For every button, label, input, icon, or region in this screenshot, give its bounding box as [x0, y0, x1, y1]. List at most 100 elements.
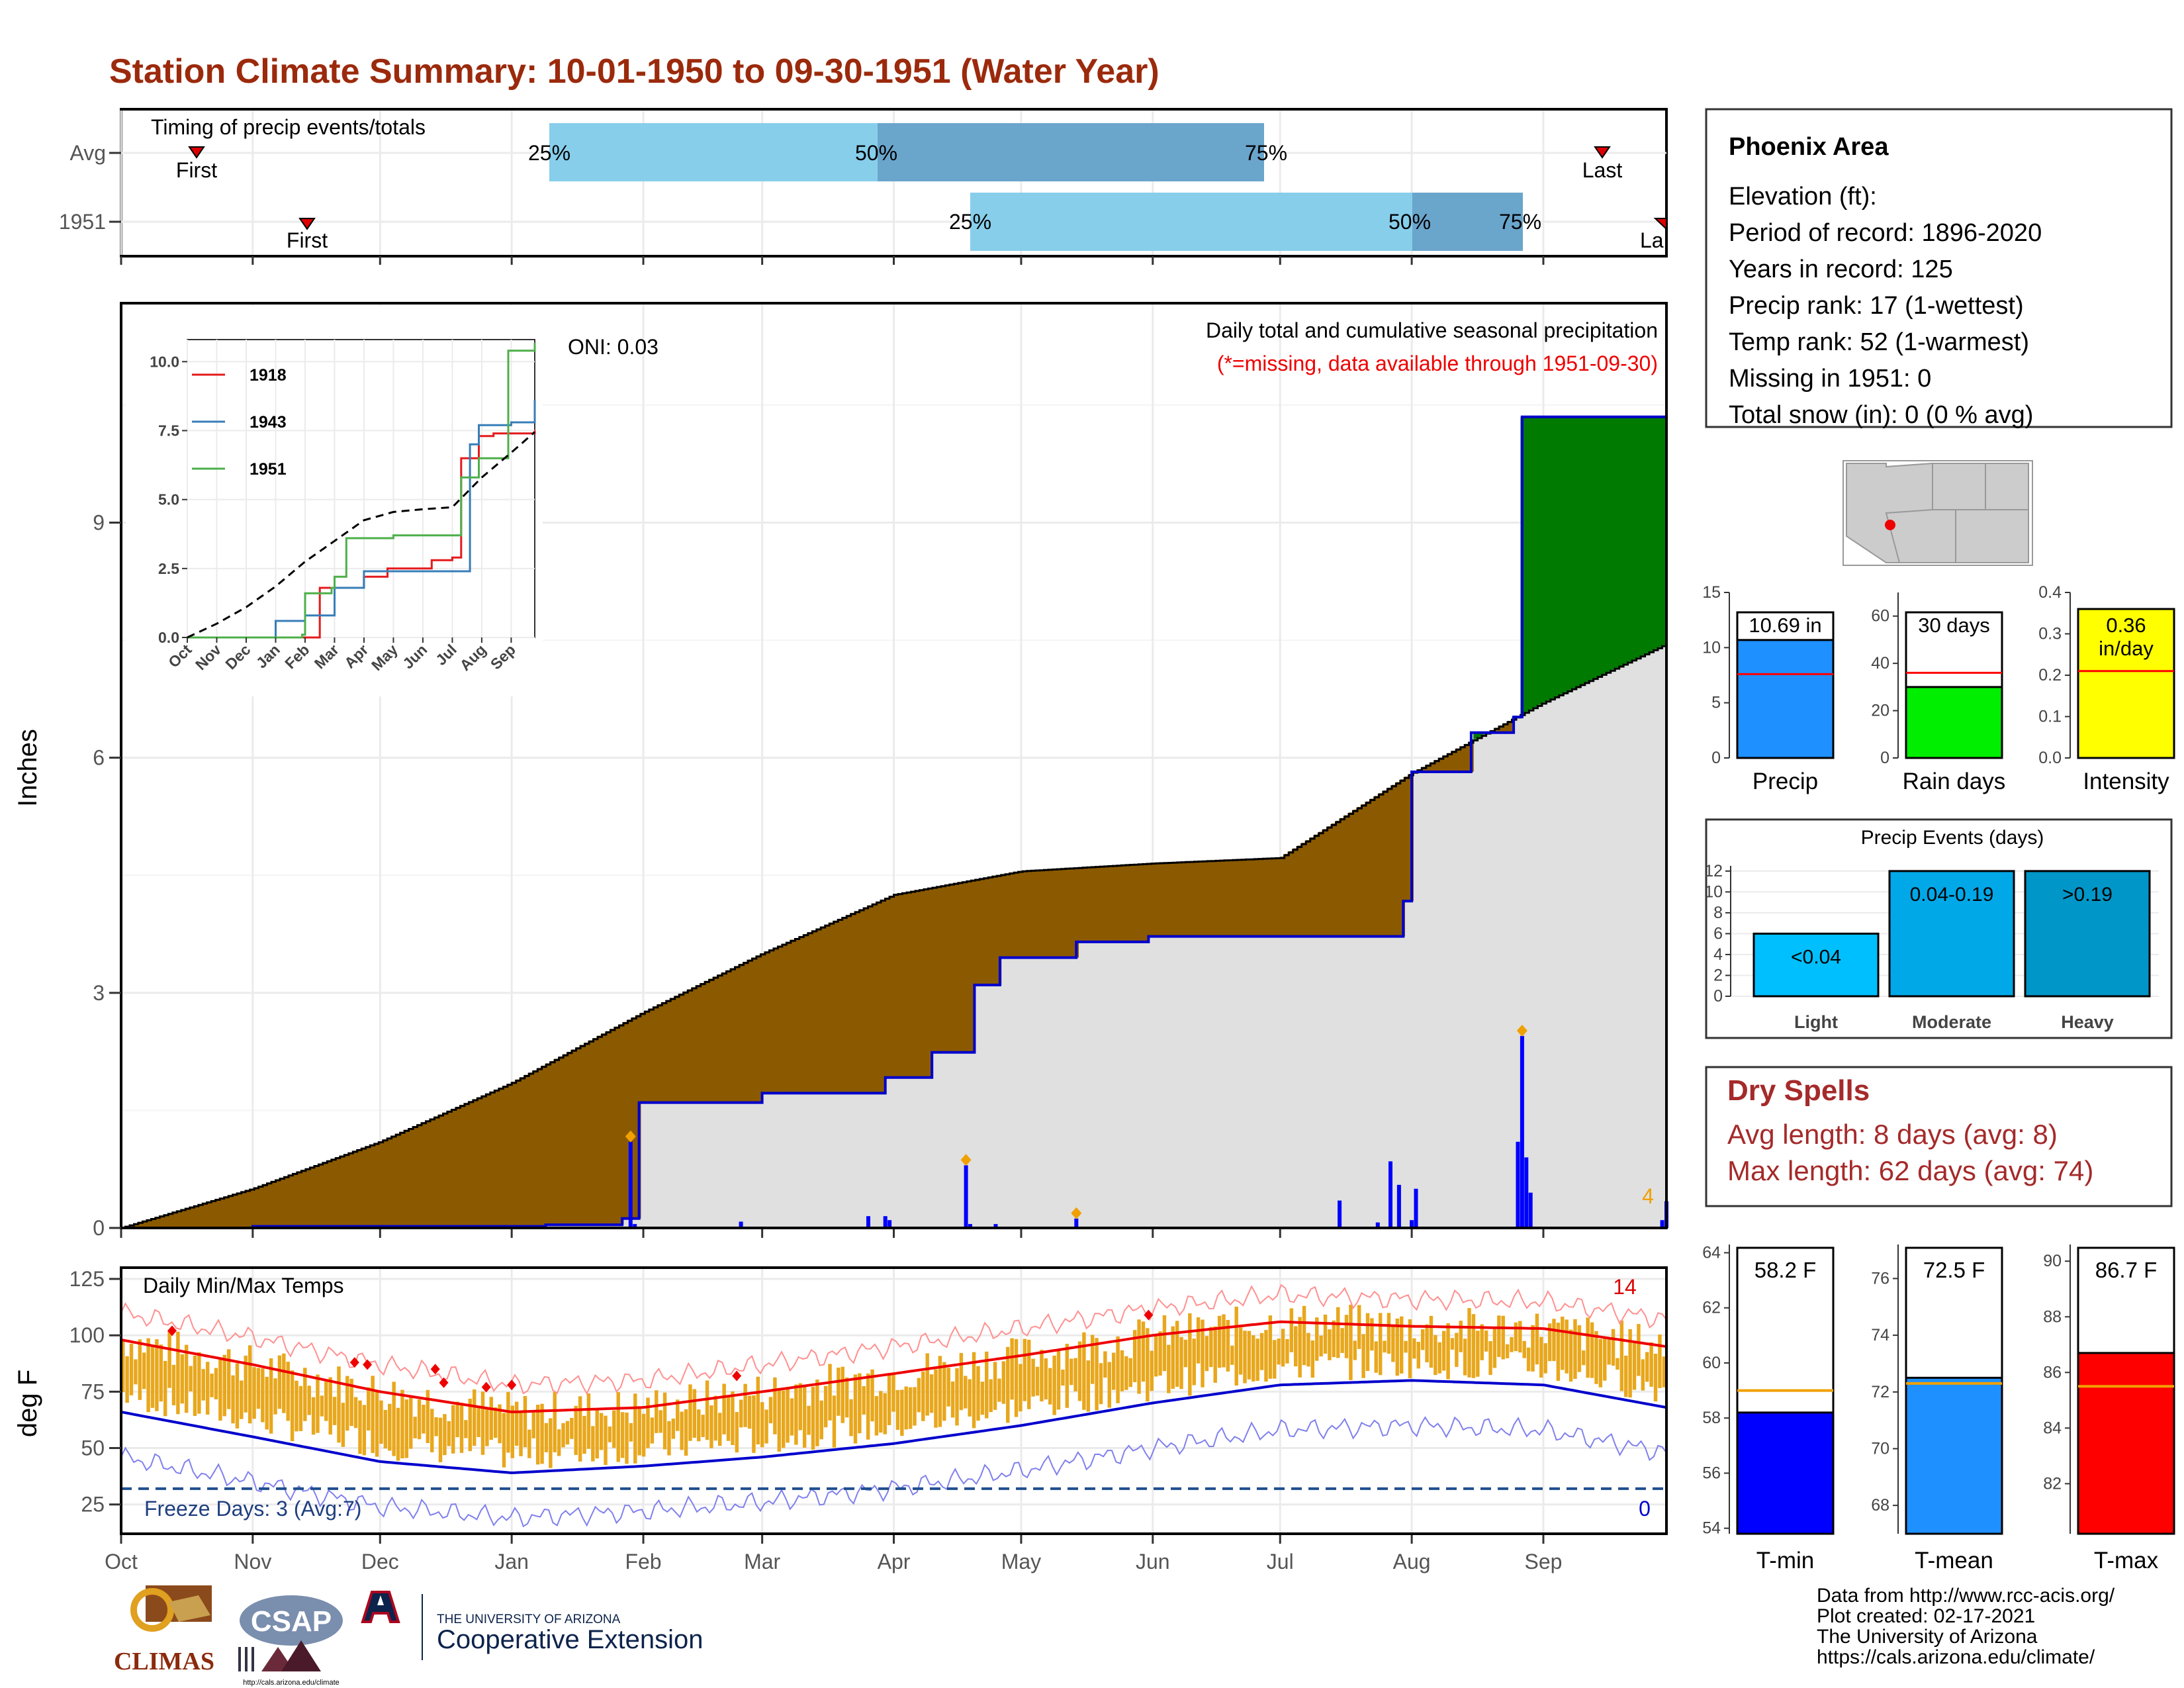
temp-y-tick-label: 50: [81, 1436, 105, 1460]
deficit-strip: [246, 1190, 251, 1228]
events-y-tick-label: 0: [1713, 987, 1723, 1006]
daily-temp-bar: [146, 1338, 150, 1413]
surplus-strip: [1662, 416, 1667, 645]
temp-y-tick-label: 125: [69, 1267, 105, 1291]
temp-summary-y-tick-label: 62: [1702, 1299, 1721, 1317]
deficit-strip: [683, 991, 688, 1103]
deficit-strip: [451, 1109, 457, 1227]
timing-row-avg-label: Avg: [69, 141, 106, 165]
daily-temp-bar: [1619, 1320, 1624, 1391]
deficit-strip: [645, 1010, 650, 1103]
heavy-day-marker: [625, 1130, 636, 1143]
daily-temp-bar: [269, 1358, 273, 1434]
month-label: Nov: [234, 1550, 271, 1573]
daily-temp-bar: [493, 1407, 498, 1438]
deficit-strip: [267, 1182, 272, 1227]
surplus-strip: [1584, 416, 1590, 682]
daily-temp-bar: [1289, 1308, 1294, 1352]
daily-temp-bar: [756, 1376, 760, 1445]
deficit-strip: [1297, 845, 1302, 937]
daily-temp-bar: [1162, 1315, 1167, 1372]
csap-logo-text: CSAP: [251, 1605, 332, 1638]
daily-temp-bar: [1467, 1308, 1471, 1378]
daily-temp-bar: [1323, 1314, 1328, 1354]
deficit-strip: [460, 1105, 465, 1227]
daily-temp-bar: [1391, 1327, 1395, 1362]
deficit-strip: [1052, 869, 1058, 958]
daily-temp-bar: [353, 1397, 358, 1429]
daily-temp-bar: [252, 1367, 256, 1419]
deficit-strip: [455, 1107, 461, 1227]
surplus-strip: [1524, 416, 1530, 712]
daily-temp-bar: [1361, 1334, 1365, 1378]
temp-summary-y-tick-label: 64: [1702, 1243, 1721, 1262]
daily-temp-bar: [1582, 1350, 1586, 1366]
deficit-strip: [1194, 861, 1199, 937]
deficit-strip: [602, 1033, 607, 1225]
deficit-strip: [580, 1045, 586, 1225]
deficit-strip: [850, 913, 856, 1094]
deficit-strip: [911, 891, 916, 1078]
inset-legend-label: 1943: [250, 413, 287, 432]
daily-temp-bar: [320, 1395, 324, 1417]
deficit-strip: [885, 898, 890, 1078]
daily-temp-bar: [1577, 1325, 1582, 1372]
avg-p75-label: 75%: [1245, 141, 1287, 165]
daily-temp-bar: [218, 1359, 222, 1421]
summary-y-tick-label: 0: [1880, 749, 1889, 767]
daily-temp-bar: [849, 1399, 853, 1436]
daily-temp-bar: [1586, 1317, 1590, 1378]
daily-temp-bar: [1259, 1333, 1264, 1370]
info-line: Temp rank: 52 (1-warmest): [1729, 328, 2029, 356]
daily-temp-bar: [337, 1366, 341, 1443]
daily-temp-bar: [735, 1412, 739, 1453]
daily-precip-bar: [1660, 1220, 1664, 1228]
daily-temp-bar: [866, 1373, 870, 1440]
daily-temp-bar: [1611, 1329, 1615, 1366]
deficit-strip: [1224, 860, 1230, 937]
daily-temp-bar: [1340, 1328, 1344, 1353]
month-label: Mar: [744, 1550, 780, 1573]
deficit-strip: [1040, 870, 1045, 958]
deficit-strip: [988, 876, 993, 985]
deficit-strip: [940, 886, 946, 1053]
summary-bar-precip: 0 5 10 15 10.69 in Precip: [1702, 583, 1835, 794]
deficit-strip: [494, 1090, 500, 1227]
daily-precip-bar: [1524, 1157, 1529, 1228]
deficit-strip: [1220, 860, 1225, 937]
daily-temp-bar: [1344, 1315, 1349, 1358]
freeze-days-label: Freeze Days: 3 (Avg:7): [144, 1497, 361, 1521]
temp-summary-y-tick-label: 60: [1702, 1354, 1721, 1372]
daily-temp-bar: [138, 1339, 142, 1400]
surplus-strip: [1623, 416, 1629, 664]
daily-temp-bar: [844, 1377, 849, 1418]
daily-temp-bar: [1399, 1316, 1404, 1374]
daily-temp-bar: [1247, 1331, 1251, 1380]
daily-temp-bar: [1641, 1359, 1645, 1391]
deficit-strip: [631, 1017, 637, 1219]
daily-temp-bar: [608, 1426, 612, 1442]
daily-temp-bar: [764, 1409, 768, 1444]
daily-temp-bar: [1077, 1341, 1082, 1401]
deficit-strip: [1001, 874, 1006, 958]
deficit-strip: [1228, 860, 1234, 937]
deficit-strip: [1391, 784, 1396, 937]
record-high-marker: [430, 1364, 440, 1375]
deficit-strip: [275, 1179, 281, 1227]
daily-temp-bar: [261, 1368, 265, 1423]
deficit-strip: [481, 1095, 486, 1227]
daily-temp-bar: [383, 1409, 388, 1449]
deficit-strip: [512, 1082, 517, 1227]
surplus-strip: [1593, 416, 1598, 679]
summary-value-label: 30 days: [1918, 614, 1990, 637]
daily-temp-bar: [1492, 1327, 1497, 1368]
daily-temp-bar: [367, 1387, 371, 1431]
daily-temp-bar: [1128, 1358, 1132, 1387]
deficit-strip: [146, 1219, 152, 1228]
deficit-strip: [812, 930, 817, 1094]
daily-temp-bar: [235, 1363, 240, 1429]
deficit-strip: [572, 1049, 577, 1225]
daily-temp-bar: [311, 1397, 316, 1435]
daily-temp-bar: [1569, 1329, 1573, 1382]
surplus-strip: [1653, 416, 1659, 649]
